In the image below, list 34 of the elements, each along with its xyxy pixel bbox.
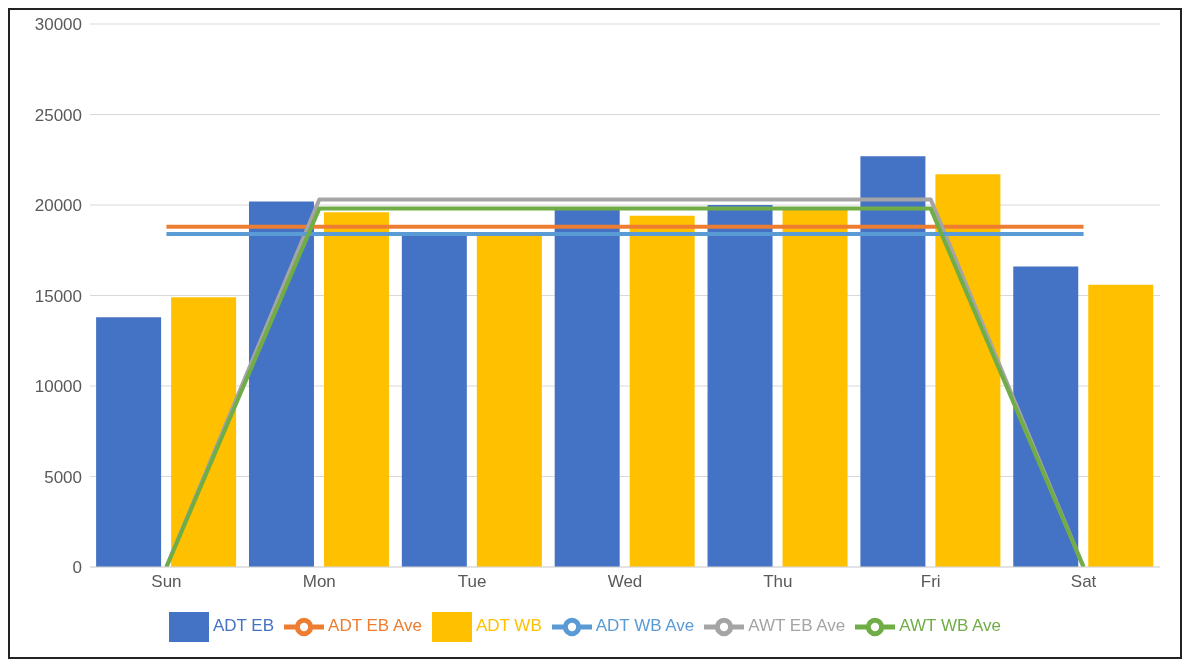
- bar: [707, 205, 773, 567]
- legend-label: AWT EB Ave: [748, 616, 846, 636]
- y-tick-label: 15000: [34, 286, 82, 306]
- y-tick-label: 25000: [34, 105, 82, 125]
- bar: [782, 208, 848, 567]
- x-tick-label: Thu: [763, 572, 793, 592]
- bar: [323, 212, 389, 567]
- y-tick-label: 10000: [34, 377, 82, 397]
- x-tick-label: Sat: [1070, 572, 1097, 592]
- bar: [401, 233, 467, 567]
- bar: [1013, 266, 1079, 567]
- x-tick-label: Fri: [920, 572, 941, 592]
- bar: [1088, 284, 1154, 567]
- x-tick-label: Wed: [607, 572, 643, 592]
- bar: [476, 233, 542, 567]
- y-tick-label: 30000: [34, 15, 82, 35]
- x-tick-label: Tue: [457, 572, 487, 592]
- x-tick-label: Mon: [302, 572, 336, 592]
- legend-label: ADT WB: [475, 616, 542, 636]
- bar: [96, 317, 162, 567]
- bar: [629, 215, 695, 567]
- legend-label: AWT WB Ave: [899, 616, 1002, 636]
- x-tick-label: Sun: [151, 572, 182, 592]
- bar: [171, 297, 237, 567]
- bar: [554, 208, 620, 567]
- bar: [935, 174, 1001, 567]
- y-tick-label: 5000: [44, 467, 82, 487]
- legend-label: ADT EB: [212, 616, 275, 636]
- y-tick-label: 0: [72, 558, 82, 578]
- bar: [248, 201, 314, 567]
- bar: [860, 156, 926, 567]
- legend-label: ADT WB Ave: [595, 616, 695, 636]
- y-tick-label: 20000: [34, 196, 82, 216]
- legend-label: ADT EB Ave: [328, 616, 422, 636]
